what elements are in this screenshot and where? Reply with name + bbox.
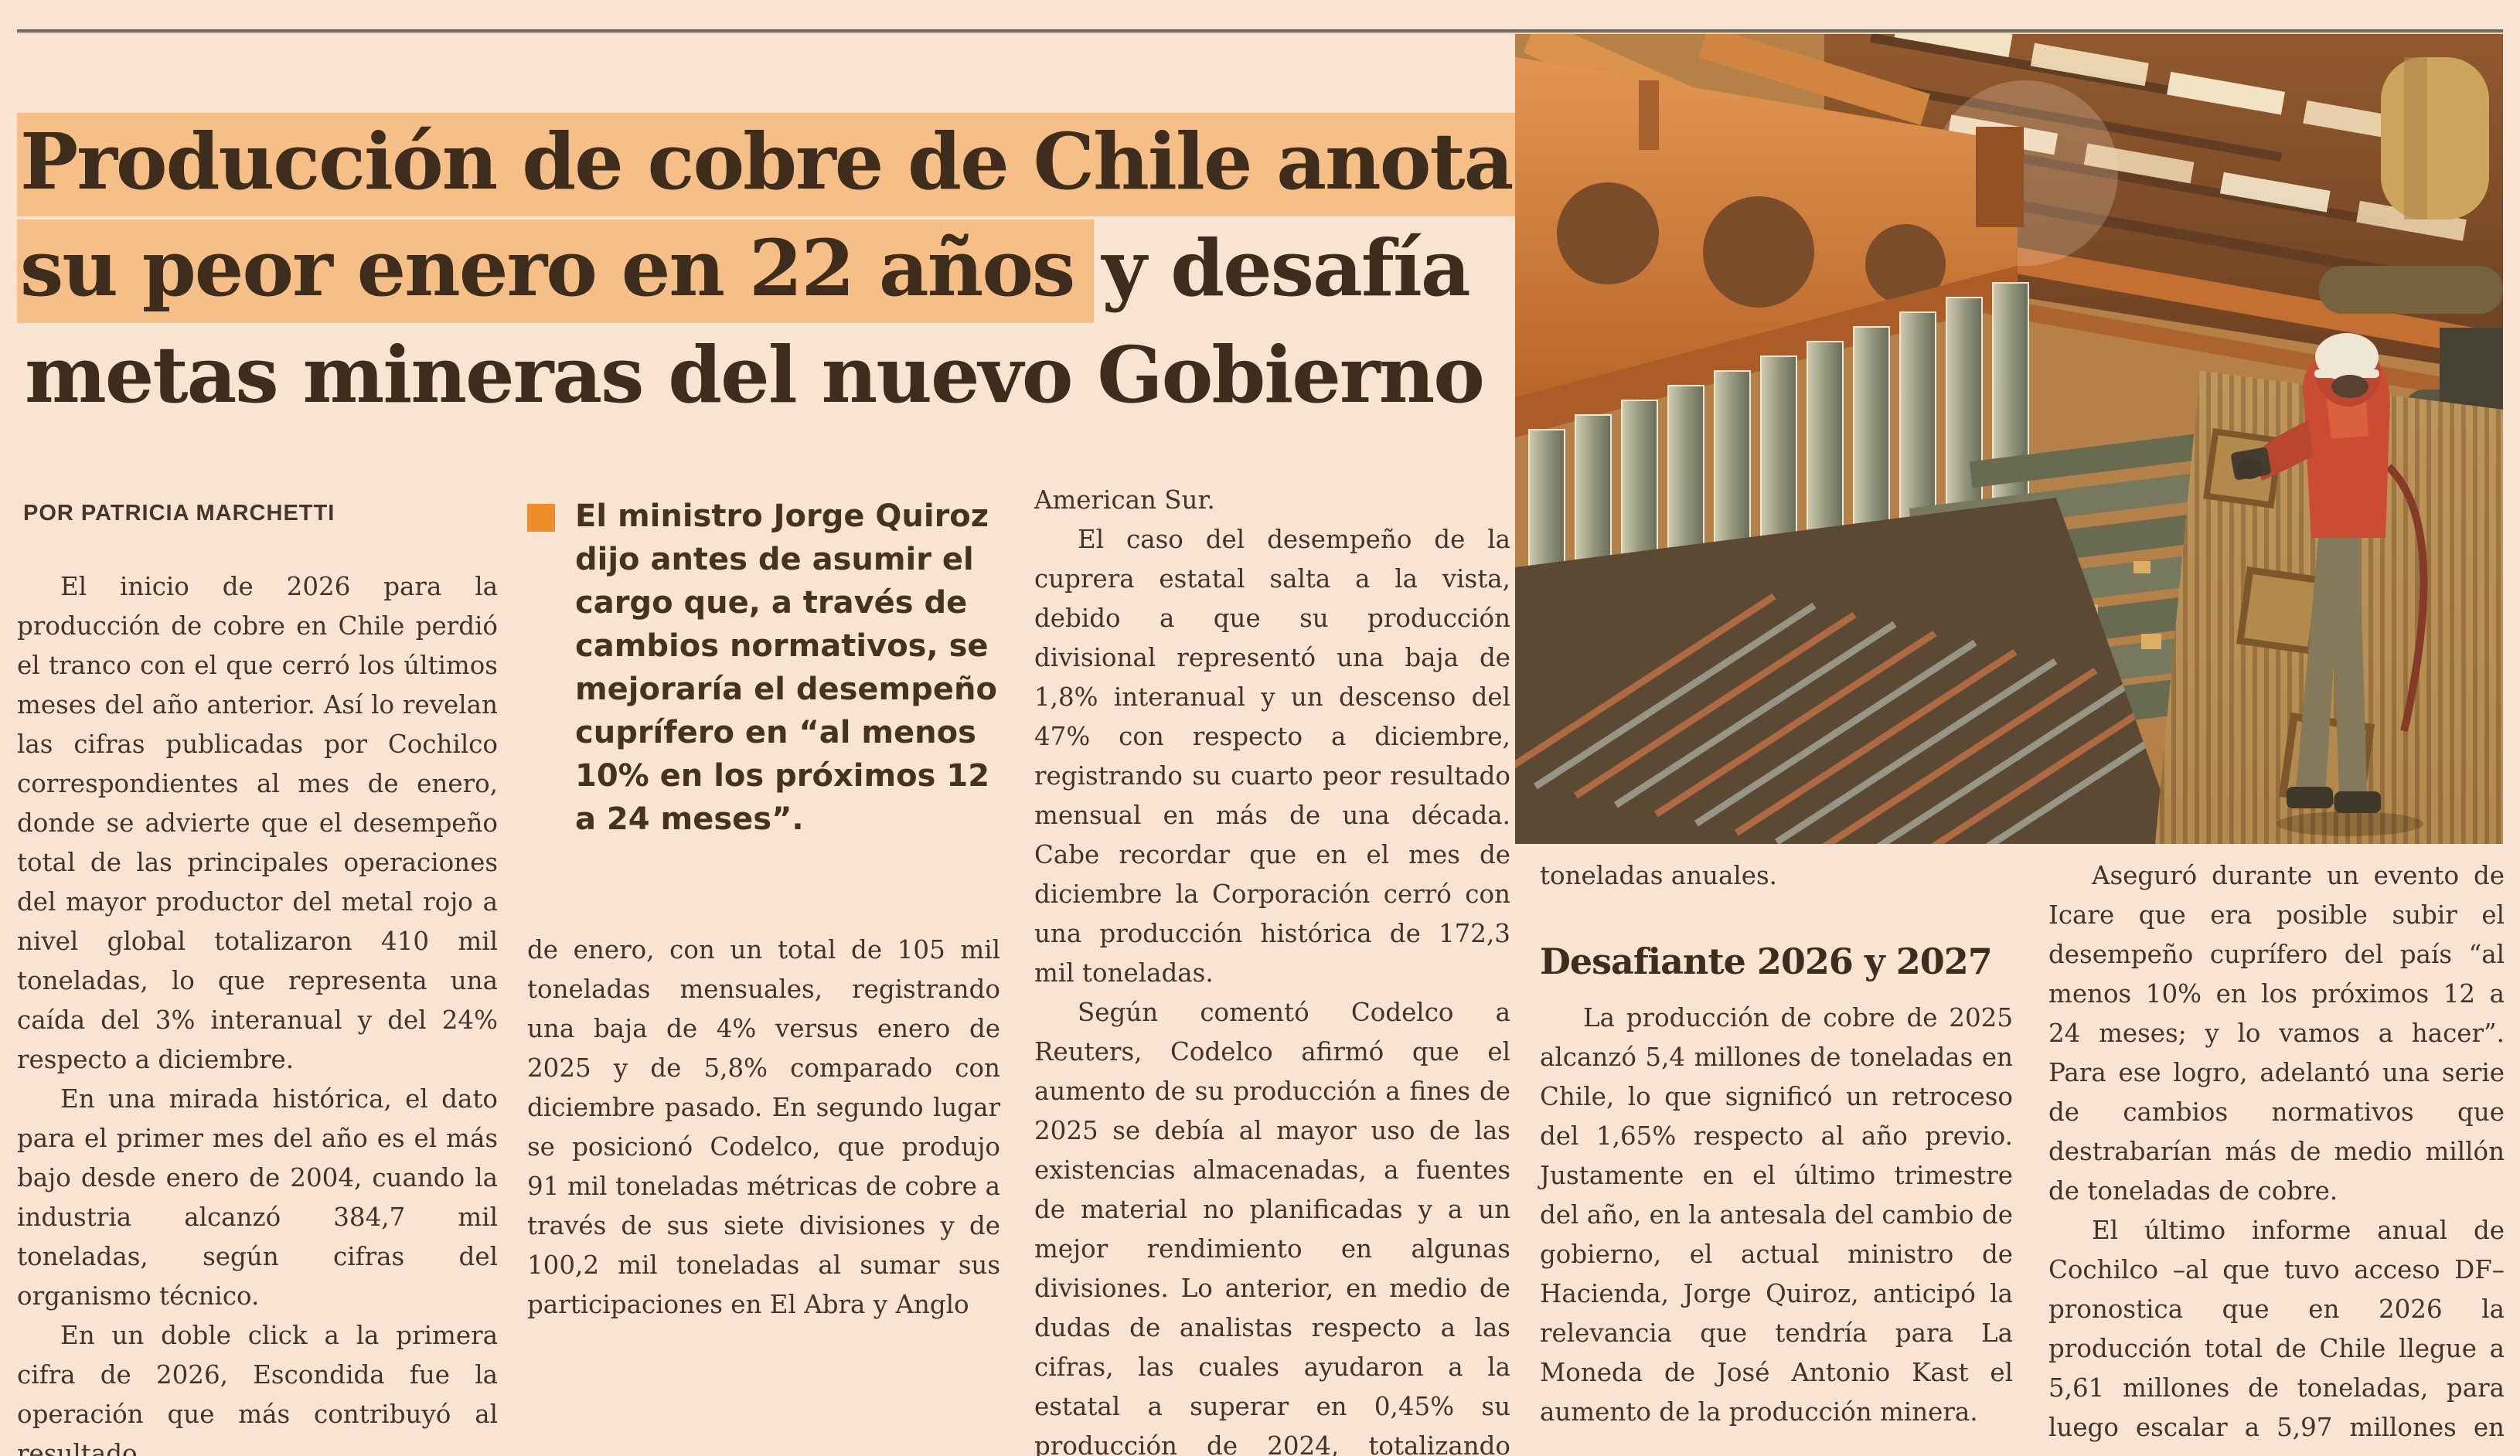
paragraph: En una mirada histórica, el dato para el… [17, 1084, 498, 1311]
headline-highlight-1: Producción de cobre de Chile anota [17, 113, 1533, 216]
paragraph: El inicio de 2026 para la producción de … [17, 572, 498, 1074]
article-column-3: American Sur. El caso del desempeño de l… [1034, 481, 1510, 1456]
article-column-1: El inicio de 2026 para la producción de … [17, 567, 498, 1456]
photo-glow-overlay [1515, 34, 2503, 844]
paragraph: toneladas anuales. [1540, 861, 1778, 890]
pullquote-text: El ministro Jorge Quiroz dijo antes de a… [575, 498, 997, 837]
headline-plain-3: metas mineras del nuevo Gobierno [25, 329, 1485, 420]
article-headline: Producción de cobre de Chile anota su pe… [17, 108, 1533, 428]
article-column-4: toneladas anuales. Desafiante 2026 y 202… [1540, 856, 2013, 1432]
article-photo [1515, 34, 2503, 844]
headline-line-1: Producción de cobre de Chile anota [17, 108, 1533, 216]
headline-line-2: su peor enero en 22 años y desafía [17, 215, 1521, 323]
article-column-2: El ministro Jorge Quiroz dijo antes de a… [527, 484, 1000, 1325]
byline: POR PATRICIA MARCHETTI [23, 501, 335, 526]
paragraph: Aseguró durante un evento de Icare que e… [2048, 861, 2505, 1206]
headline-plain-2: y desafía [1102, 223, 1470, 314]
paragraph: American Sur. [1034, 485, 1215, 515]
paragraph: La producción de cobre de 2025 alcanzó 5… [1540, 1003, 2013, 1427]
paragraph: de enero, con un total de 105 mil tonela… [527, 935, 1000, 1319]
copper-plant-photo-illustration [1515, 34, 2503, 844]
pull-quote: El ministro Jorge Quiroz dijo antes de a… [527, 495, 1000, 841]
top-rule [17, 29, 2503, 33]
paragraph: El último informe anual de Cochilco –al … [2048, 1216, 2505, 1456]
pullquote-square-icon [527, 504, 555, 532]
paragraph: Según comentó Codelco a Reuters, Codelco… [1034, 998, 1510, 1456]
section-subhead: Desafiante 2026 y 2027 [1540, 941, 1993, 982]
paragraph: En un doble click a la primera cifra de … [17, 1321, 498, 1456]
headline-highlight-2: su peor enero en 22 años [17, 219, 1095, 323]
photo-crane-structure [1515, 34, 2024, 437]
paragraph: El caso del desempeño de la cuprera esta… [1034, 525, 1510, 988]
headline-line-3: metas mineras del nuevo Gobierno [17, 321, 1521, 428]
article-column-5: Aseguró durante un evento de Icare que e… [2048, 856, 2505, 1456]
photo-worker [2231, 333, 2428, 836]
